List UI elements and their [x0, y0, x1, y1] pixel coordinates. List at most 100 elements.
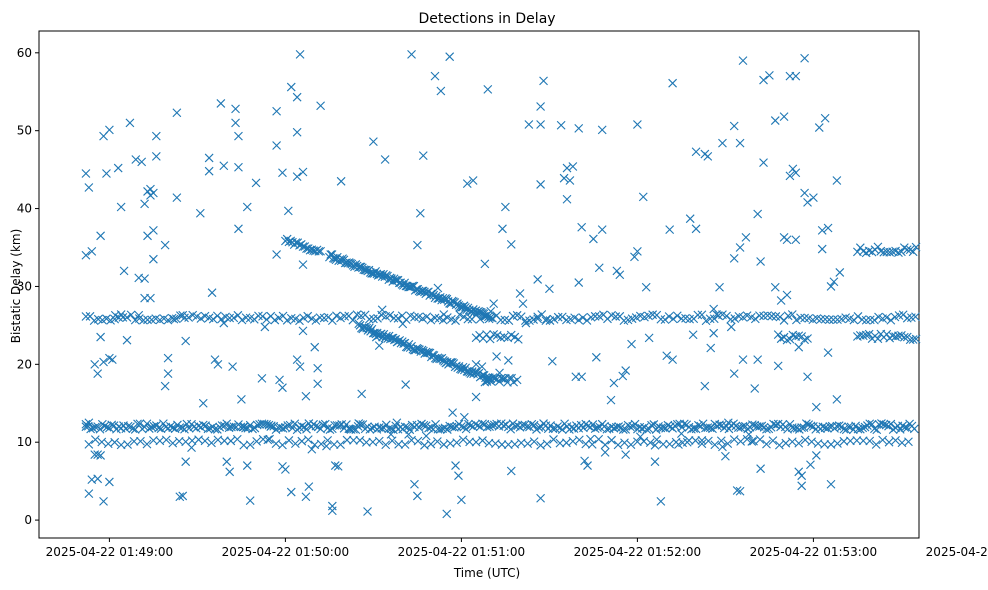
data-point-marker	[463, 314, 473, 324]
data-point-marker	[858, 423, 868, 433]
data-point-marker	[311, 316, 321, 325]
data-point-marker	[313, 363, 323, 373]
data-point-marker	[142, 439, 152, 449]
data-point-marker	[413, 240, 422, 250]
data-point-marker	[381, 440, 391, 450]
data-point-marker	[110, 437, 120, 447]
data-point-marker	[606, 395, 616, 405]
data-point-marker	[791, 315, 801, 325]
data-point-marker	[163, 369, 173, 379]
data-point-marker	[553, 422, 563, 431]
data-point-marker	[332, 311, 341, 321]
data-point-marker	[797, 423, 807, 432]
data-point-marker	[614, 422, 624, 431]
data-point-marker	[858, 331, 868, 341]
data-point-marker	[536, 493, 545, 503]
data-point-marker	[149, 254, 158, 264]
data-point-marker	[685, 314, 695, 324]
data-point-marker	[400, 440, 410, 449]
data-point-marker	[217, 421, 227, 430]
data-point-marker	[131, 155, 141, 164]
data-point-marker	[594, 263, 604, 273]
data-point-marker	[198, 398, 208, 408]
data-point-marker	[292, 92, 302, 102]
data-point-marker	[609, 423, 619, 433]
data-point-marker	[465, 437, 475, 447]
data-point-marker	[529, 420, 539, 430]
data-point-marker	[735, 486, 745, 496]
plot-area	[38, 30, 921, 539]
data-point-marker	[897, 247, 906, 257]
data-point-marker	[304, 482, 314, 491]
data-point-marker	[265, 434, 274, 444]
data-point-marker	[286, 82, 296, 92]
data-point-marker	[373, 313, 382, 323]
data-point-marker	[245, 420, 255, 430]
data-point-marker	[853, 312, 863, 321]
data-point-marker	[168, 438, 178, 448]
data-point-marker	[715, 420, 724, 430]
data-point-marker	[81, 169, 91, 178]
data-point-marker	[354, 419, 364, 428]
data-point-marker	[292, 355, 302, 365]
data-point-marker	[301, 391, 311, 401]
data-point-marker	[738, 355, 748, 365]
data-point-marker	[146, 184, 155, 194]
data-point-marker	[217, 314, 226, 324]
chart-title: Detections in Delay	[418, 11, 555, 27]
data-point-marker	[729, 121, 739, 131]
data-point-marker	[95, 424, 105, 434]
data-point-marker	[81, 250, 91, 260]
x-axis: 2025-04-22 01:49:00 2025-04-22 01:50:00 20…	[46, 538, 988, 559]
data-point-marker	[735, 243, 745, 252]
data-point-marker	[377, 305, 387, 315]
data-point-marker	[886, 419, 896, 429]
data-point-marker	[809, 193, 818, 203]
data-point-marker	[288, 423, 297, 433]
data-point-marker	[234, 224, 243, 234]
data-point-marker	[480, 259, 490, 269]
data-point-marker	[899, 332, 909, 342]
data-point-marker	[668, 355, 677, 365]
data-point-marker	[169, 314, 179, 324]
data-point-marker	[466, 421, 476, 431]
data-point-marker	[278, 440, 287, 450]
data-point-marker	[172, 108, 182, 118]
data-point-marker	[833, 439, 842, 448]
data-point-marker	[825, 422, 835, 431]
data-point-marker	[750, 314, 760, 324]
data-point-marker	[768, 436, 778, 446]
data-point-marker	[759, 158, 768, 168]
data-point-marker	[181, 336, 191, 346]
data-point-marker	[239, 422, 249, 432]
data-point-marker	[627, 339, 636, 349]
data-point-marker	[501, 202, 510, 212]
data-point-marker	[471, 392, 481, 402]
data-point-marker	[142, 419, 152, 429]
data-point-marker	[410, 312, 419, 322]
data-point-marker	[587, 440, 597, 449]
data-point-marker	[691, 147, 701, 157]
data-point-marker	[374, 436, 384, 446]
data-point-marker	[219, 436, 229, 446]
data-point-marker	[143, 315, 152, 325]
data-markers	[81, 49, 921, 519]
data-point-marker	[782, 290, 792, 300]
data-point-marker	[613, 440, 623, 450]
data-point-marker	[311, 421, 321, 431]
data-point-marker	[413, 436, 423, 446]
data-point-marker	[196, 314, 206, 323]
data-point-marker	[691, 224, 701, 234]
data-point-marker	[448, 408, 457, 418]
data-point-marker	[803, 197, 812, 207]
data-point-marker	[116, 310, 126, 319]
data-point-marker	[442, 509, 452, 519]
data-point-marker	[668, 78, 677, 88]
data-point-marker	[137, 157, 147, 167]
data-point-marker	[818, 422, 828, 432]
data-point-marker	[451, 316, 460, 326]
data-point-marker	[270, 315, 280, 325]
data-point-marker	[458, 435, 468, 445]
data-point-marker	[498, 224, 507, 234]
